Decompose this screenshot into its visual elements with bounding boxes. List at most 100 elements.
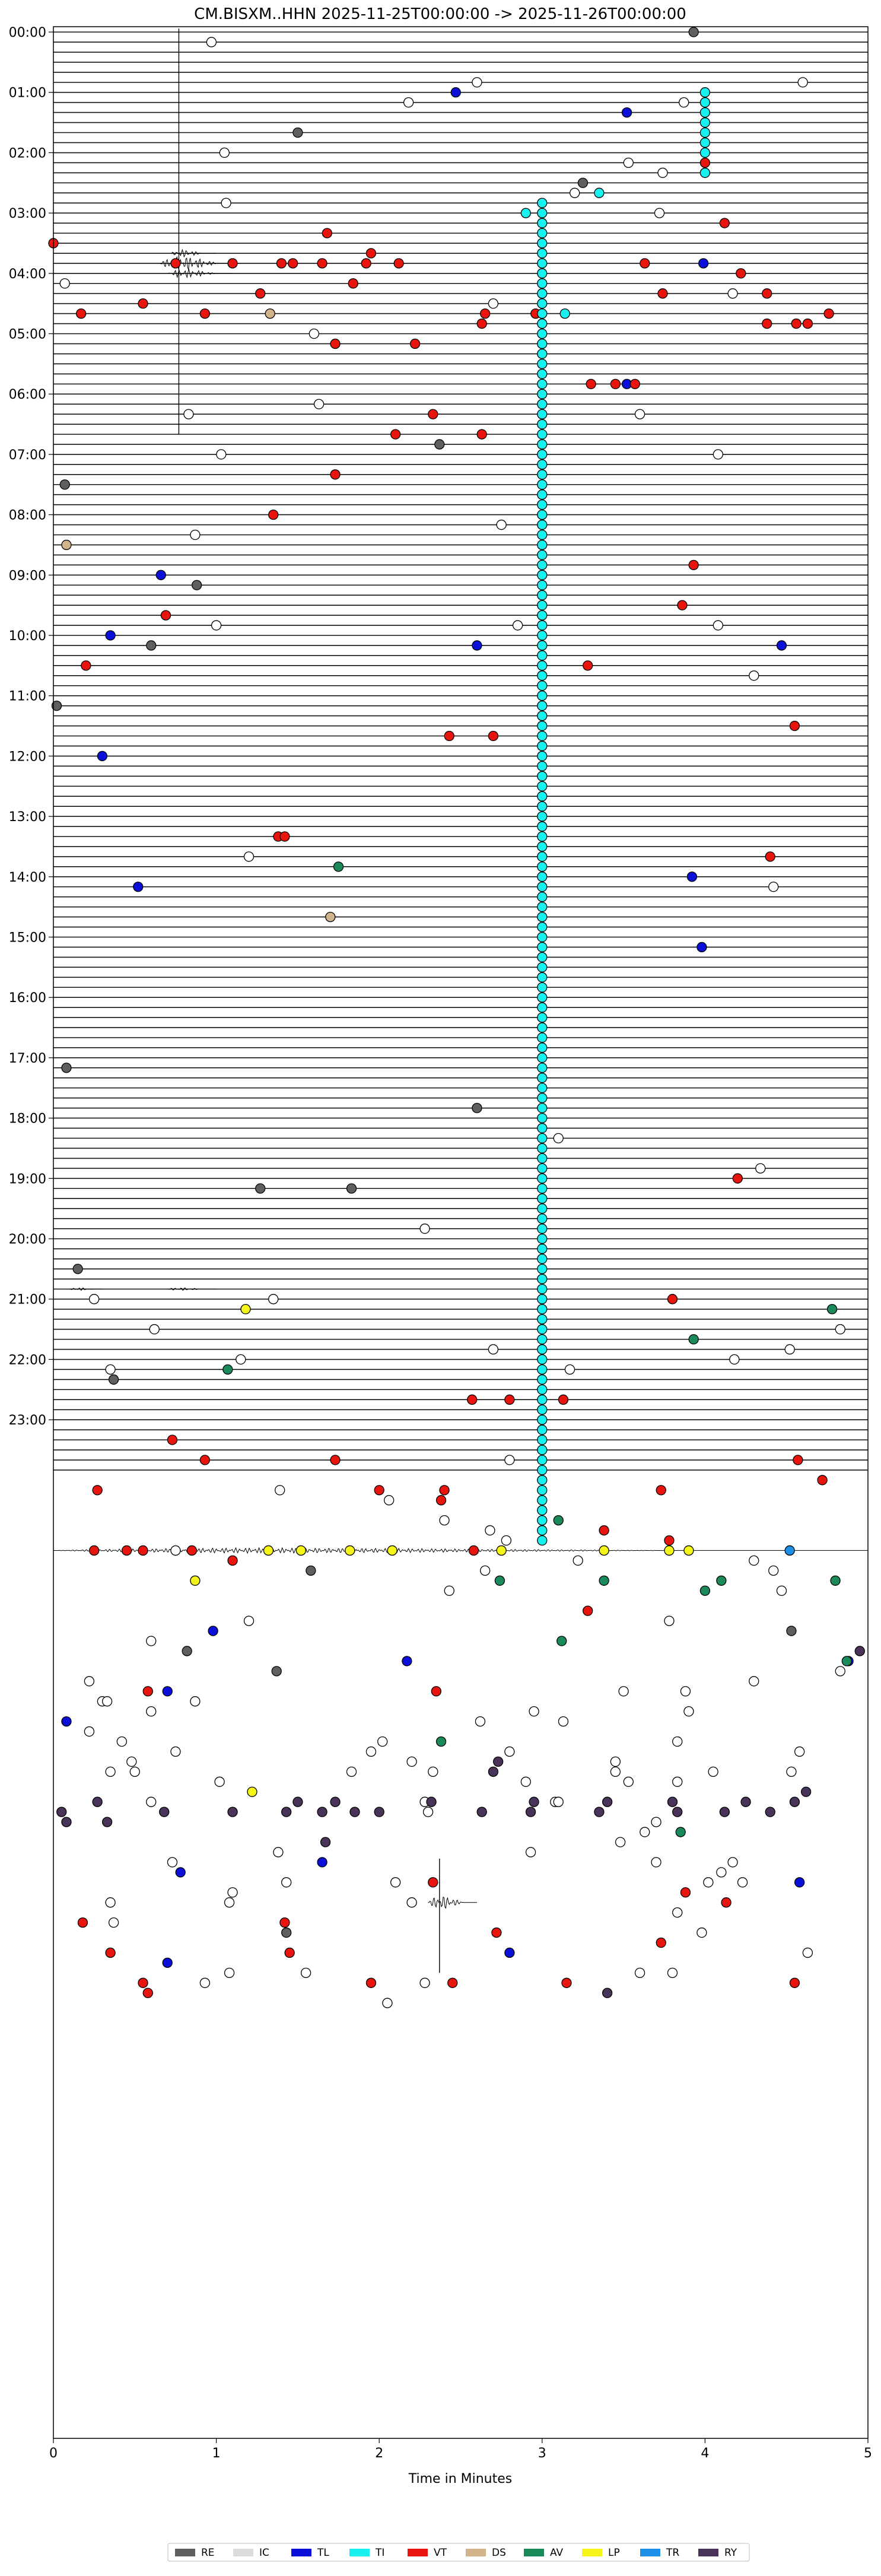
event-marker-ti (537, 500, 548, 510)
event-marker-lp (387, 1545, 397, 1556)
event-marker-ds (61, 539, 72, 551)
event-marker-ti (537, 851, 548, 862)
event-marker-ti (537, 750, 548, 762)
y-tick-label: 10:00 (9, 629, 46, 644)
legend-swatch (466, 2549, 486, 2556)
event-marker-ti (537, 1344, 548, 1355)
event-marker-ry (765, 1807, 775, 1817)
event-marker-unclassified (377, 1736, 388, 1747)
event-marker-vt (721, 1897, 731, 1908)
event-marker-vt (77, 1917, 88, 1928)
event-marker-vt (170, 258, 181, 269)
event-marker-ti (537, 1203, 548, 1214)
event-marker-unclassified (485, 1525, 495, 1536)
event-marker-unclassified (683, 1706, 694, 1717)
y-tick-label: 13:00 (9, 810, 46, 825)
event-marker-vt (656, 1937, 666, 1948)
event-marker-vt (599, 1525, 609, 1536)
event-marker-vt (583, 1605, 593, 1616)
event-marker-unclassified (403, 97, 414, 108)
event-marker-vt (439, 1485, 450, 1496)
event-marker-unclassified (501, 1535, 512, 1546)
event-marker-ti (699, 137, 711, 148)
event-marker-ti (699, 127, 711, 138)
event-marker-vt (167, 1435, 178, 1445)
event-marker-unclassified (108, 1917, 119, 1928)
event-marker-unclassified (206, 37, 217, 47)
event-marker-ti (537, 509, 548, 520)
event-marker-ry (529, 1796, 539, 1807)
event-marker-ti (537, 740, 548, 752)
event-marker-unclassified (672, 1776, 683, 1787)
event-marker-ti (537, 238, 548, 249)
event-marker-ti (537, 429, 548, 440)
event-marker-ti (537, 1424, 548, 1435)
event-marker-unclassified (786, 1766, 797, 1777)
event-marker-ti (537, 801, 548, 812)
event-marker-ti (537, 1414, 548, 1425)
event-marker-vt (255, 288, 266, 299)
y-axis-ticks: 00:00 01:00 02:00 03:00 04:00 05:00 06:00 07:00… (9, 26, 53, 1428)
y-tick-label: 22:00 (9, 1353, 46, 1367)
event-marker-vt (186, 1545, 198, 1556)
event-marker-ti (537, 730, 548, 742)
event-marker-vt (447, 1977, 458, 1988)
event-marker-unclassified (749, 1676, 759, 1687)
event-marker-unclassified (268, 1294, 279, 1305)
event-marker-unclassified (729, 1354, 740, 1365)
event-marker-ry (292, 1796, 303, 1807)
event-marker-re (292, 127, 303, 138)
event-marker-unclassified (236, 1354, 246, 1365)
event-marker-unclassified (623, 1776, 634, 1787)
event-marker-av (716, 1575, 727, 1586)
legend-swatch (698, 2549, 718, 2556)
event-marker-ry (281, 1807, 292, 1817)
event-marker-vt (142, 1987, 153, 1998)
event-marker-unclassified (618, 1686, 629, 1697)
event-marker-ti (537, 660, 548, 671)
event-marker-unclassified (346, 1766, 357, 1777)
event-marker-unclassified (520, 1776, 531, 1787)
event-marker-unclassified (564, 1364, 575, 1375)
event-marker-unclassified (488, 298, 499, 309)
event-marker-unclassified (224, 1967, 235, 1979)
legend-swatch (233, 2549, 253, 2556)
event-marker-ry (92, 1796, 103, 1807)
event-marker-lp (295, 1545, 307, 1556)
event-marker-unclassified (190, 529, 201, 540)
event-marker-ti (537, 1143, 548, 1154)
event-marker-ti (537, 469, 548, 480)
legend-swatch (582, 2549, 602, 2556)
event-marker-unclassified (488, 1344, 499, 1355)
event-marker-vt (791, 318, 802, 329)
event-marker-vt (476, 429, 487, 440)
event-marker-unclassified (794, 1746, 805, 1757)
event-marker-unclassified (654, 208, 665, 218)
event-marker-ti (537, 489, 548, 500)
event-marker-unclassified (475, 1716, 486, 1727)
event-marker-ti (537, 1495, 548, 1506)
y-tick-label: 14:00 (9, 870, 46, 885)
event-marker-ry (56, 1807, 67, 1817)
event-marker-tl (162, 1957, 173, 1968)
event-marker-ti (537, 459, 548, 470)
event-marker-vt (558, 1394, 569, 1405)
event-marker-tl (133, 882, 144, 892)
event-marker-ti (537, 198, 548, 208)
event-marker-vt (467, 1394, 478, 1405)
event-marker-ti (537, 872, 548, 882)
event-marker-ti (537, 911, 548, 923)
event-marker-ti (537, 1093, 548, 1103)
event-marker-tl (162, 1686, 173, 1697)
event-marker-re (146, 640, 157, 651)
event-marker-ti (537, 720, 548, 732)
event-marker-ti (537, 1435, 548, 1445)
event-marker-ti (537, 590, 548, 600)
event-marker-unclassified (737, 1877, 748, 1888)
y-tick-label: 11:00 (9, 689, 46, 704)
event-marker-ti (537, 952, 548, 963)
event-marker-unclassified (835, 1666, 845, 1677)
event-marker-vt (279, 831, 290, 842)
event-marker-unclassified (300, 1967, 311, 1979)
event-marker-ti (520, 208, 531, 218)
